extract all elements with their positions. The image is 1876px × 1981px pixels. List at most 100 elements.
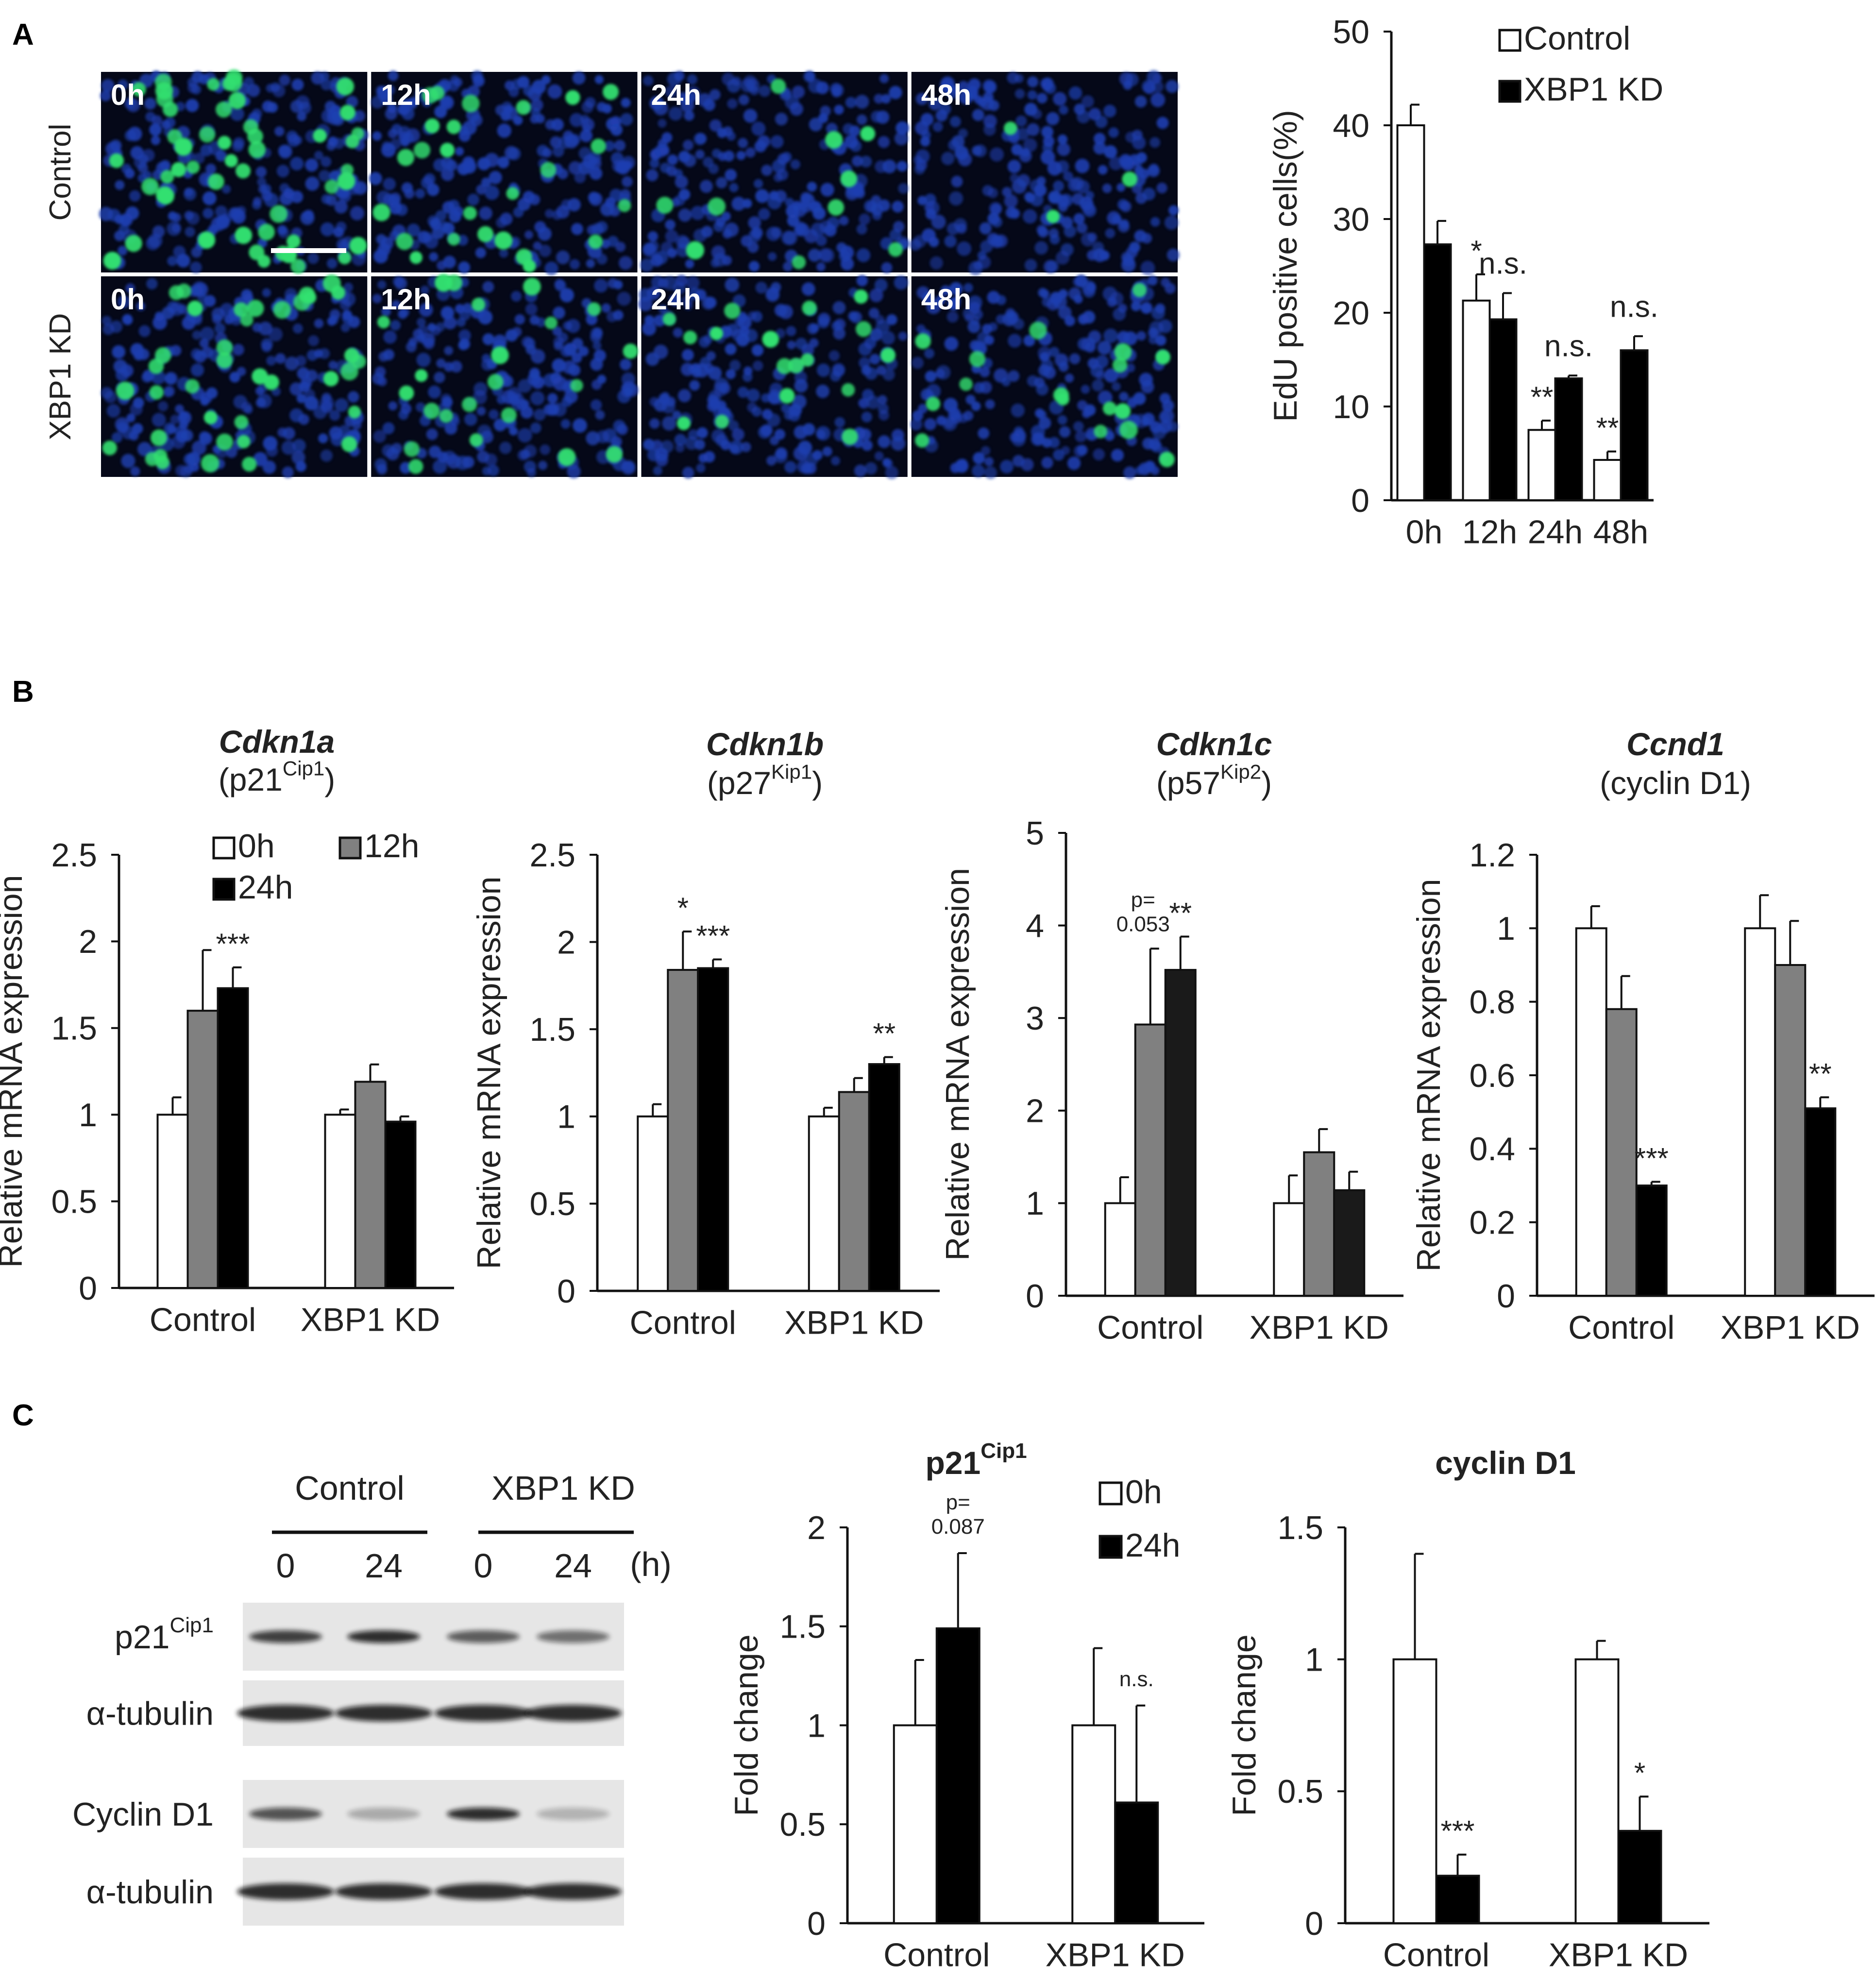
nucleus-dot	[755, 189, 769, 203]
nucleus-dot	[718, 152, 727, 161]
edu-positive-dot	[463, 206, 477, 220]
y-axis-label: Relative mRNA expression	[939, 868, 976, 1261]
bar	[697, 967, 729, 1292]
significance-label: ***	[1440, 1815, 1474, 1847]
nucleus-dot	[388, 401, 398, 411]
nucleus-dot	[804, 229, 818, 243]
nucleus-dot	[158, 401, 169, 411]
edu-positive-dot	[185, 379, 200, 394]
nucleus-dot	[790, 159, 801, 169]
nucleus-dot	[921, 130, 931, 140]
nucleus-dot	[501, 101, 512, 113]
nucleus-dot	[1129, 241, 1140, 253]
nucleus-dot	[125, 206, 139, 220]
significance-label: *	[1470, 235, 1482, 267]
bar	[1804, 1107, 1837, 1297]
nucleus-dot	[1049, 347, 1060, 357]
nucleus-dot	[645, 352, 659, 366]
nucleus-dot	[321, 79, 332, 91]
x-tick-label: Control	[1568, 1309, 1674, 1346]
nucleus-dot	[165, 117, 176, 128]
nucleus-dot	[801, 343, 814, 356]
edu-positive-dot	[336, 77, 355, 96]
nucleus-dot	[951, 175, 963, 187]
edu-positive-dot	[201, 454, 220, 473]
nucleus-dot	[543, 404, 555, 415]
y-tick-label: 1	[1305, 1641, 1323, 1678]
edu-positive-dot	[880, 348, 896, 363]
nucleus-dot	[124, 130, 136, 141]
nucleus-dot	[615, 162, 627, 174]
chart-subtitle: (p57Kip2)	[1156, 761, 1272, 801]
nucleus-dot	[693, 133, 706, 145]
edu-positive-dot	[854, 289, 868, 304]
edu-positive-dot	[779, 388, 795, 404]
nucleus-dot	[972, 109, 984, 121]
edu-positive-dot	[591, 138, 606, 154]
nucleus-dot	[944, 235, 957, 248]
nucleus-dot	[164, 386, 175, 397]
nucleus-dot	[416, 402, 425, 412]
y-axis-label: Fold change	[728, 1634, 765, 1816]
nucleus-dot	[958, 81, 969, 91]
nucleus-dot	[979, 367, 990, 377]
nucleus-dot	[691, 205, 705, 220]
nucleus-dot	[1067, 457, 1081, 470]
panel-letter-c: C	[12, 1399, 34, 1432]
nucleus-dot	[856, 223, 867, 235]
edu-positive-dot	[157, 187, 175, 205]
edu-positive-dot	[1094, 424, 1108, 439]
nucleus-dot	[683, 154, 696, 167]
nucleus-dot	[552, 326, 562, 336]
panel-letter-b: B	[12, 675, 34, 709]
x-tick-label: Control	[630, 1304, 736, 1341]
nucleus-dot	[574, 171, 586, 184]
nucleus-dot	[1095, 355, 1109, 368]
nucleus-dot	[203, 208, 214, 219]
nucleus-dot	[684, 301, 693, 310]
edu-positive-dot	[959, 377, 973, 391]
nucleus-dot	[1136, 152, 1147, 163]
chart-subtitle-end: )	[324, 762, 335, 797]
nucleus-dot	[698, 453, 708, 463]
chart-title: Cdkn1b	[706, 726, 824, 762]
nucleus-dot	[685, 436, 699, 450]
nucleus-dot	[383, 330, 397, 344]
nucleus-dot	[303, 209, 314, 221]
nucleus-dot	[742, 199, 752, 208]
significance-label: n.s.	[1610, 290, 1658, 323]
nucleus-dot	[831, 321, 842, 331]
nucleus-dot	[872, 211, 882, 220]
p-value-number: 0.053	[1116, 912, 1170, 936]
chart-cdkn1a: 0 0.5 1 1.5 2 2.5 Relative mRNA expression Cont…	[0, 724, 454, 1338]
nucleus-dot	[122, 315, 133, 325]
nucleus-dot	[520, 449, 530, 459]
nucleus-dot	[889, 229, 902, 241]
edu-positive-dot	[247, 128, 263, 145]
nucleus-dot	[1112, 214, 1122, 224]
nucleus-dot	[708, 366, 722, 380]
nucleus-dot	[372, 294, 382, 304]
edu-positive-dot	[236, 163, 251, 179]
nucleus-dot	[787, 214, 800, 227]
nucleus-dot	[1053, 92, 1067, 106]
nucleus-dot	[229, 372, 240, 383]
significance-label: ***	[696, 920, 730, 952]
nucleus-dot	[529, 194, 541, 205]
edu-positive-dot	[125, 235, 142, 252]
nucleus-dot	[1074, 103, 1085, 115]
nucleus-dot	[1082, 280, 1096, 295]
micro-time-label: 0h	[111, 283, 145, 316]
nucleus-dot	[727, 79, 741, 93]
significance-label: **	[1596, 412, 1619, 444]
nucleus-dot	[974, 144, 987, 157]
nucleus-dot	[610, 116, 622, 127]
edu-positive-dot	[208, 173, 224, 190]
nucleus-dot	[182, 316, 196, 330]
nucleus-dot	[761, 165, 773, 176]
nucleus-dot	[489, 409, 499, 420]
edu-positive-dot	[132, 82, 146, 97]
nucleus-dot	[792, 394, 807, 409]
nucleus-dot	[860, 155, 872, 168]
